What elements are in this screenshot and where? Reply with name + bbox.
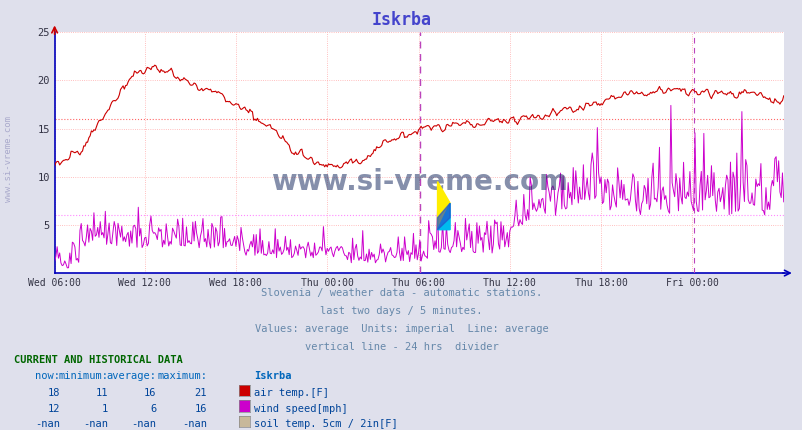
- Text: -nan: -nan: [132, 419, 156, 429]
- Text: Values: average  Units: imperial  Line: average: Values: average Units: imperial Line: av…: [254, 324, 548, 334]
- Text: soil temp. 5cm / 2in[F]: soil temp. 5cm / 2in[F]: [253, 419, 397, 429]
- Text: -nan: -nan: [35, 419, 60, 429]
- Text: vertical line - 24 hrs  divider: vertical line - 24 hrs divider: [304, 342, 498, 352]
- Text: wind speed[mph]: wind speed[mph]: [253, 404, 347, 414]
- Text: minimum:: minimum:: [59, 371, 108, 381]
- Text: now:: now:: [35, 371, 60, 381]
- Text: Iskrba: Iskrba: [253, 371, 291, 381]
- Text: 18: 18: [47, 388, 60, 398]
- Polygon shape: [437, 203, 450, 230]
- Text: 1: 1: [102, 404, 108, 414]
- Text: average:: average:: [107, 371, 156, 381]
- Text: maximum:: maximum:: [157, 371, 207, 381]
- Text: -nan: -nan: [182, 419, 207, 429]
- Text: CURRENT AND HISTORICAL DATA: CURRENT AND HISTORICAL DATA: [14, 355, 183, 365]
- Polygon shape: [437, 181, 450, 230]
- Text: -nan: -nan: [83, 419, 108, 429]
- Text: 16: 16: [144, 388, 156, 398]
- Text: air temp.[F]: air temp.[F]: [253, 388, 328, 398]
- Text: www.si-vreme.com: www.si-vreme.com: [270, 168, 567, 196]
- Polygon shape: [437, 203, 450, 230]
- Text: 21: 21: [194, 388, 207, 398]
- Text: last two days / 5 minutes.: last two days / 5 minutes.: [320, 306, 482, 316]
- Text: Slovenia / weather data - automatic stations.: Slovenia / weather data - automatic stat…: [261, 288, 541, 298]
- Text: 11: 11: [95, 388, 108, 398]
- Text: 6: 6: [150, 404, 156, 414]
- Text: Iskrba: Iskrba: [371, 11, 431, 29]
- Text: 12: 12: [47, 404, 60, 414]
- Text: 16: 16: [194, 404, 207, 414]
- Text: www.si-vreme.com: www.si-vreme.com: [3, 116, 13, 202]
